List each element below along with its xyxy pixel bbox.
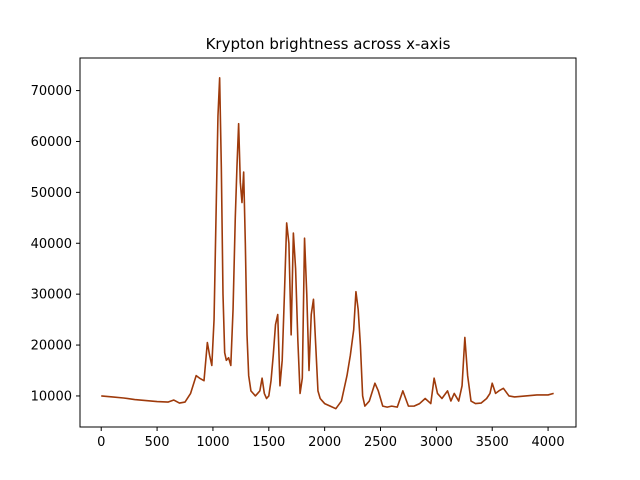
x-tick-label: 3500 xyxy=(476,435,509,450)
x-tick-label: 2500 xyxy=(364,435,397,450)
x-tick-label: 500 xyxy=(145,435,170,450)
x-tick-label: 1500 xyxy=(252,435,285,450)
x-tick-label: 1000 xyxy=(196,435,229,450)
y-tick-label: 50000 xyxy=(31,186,72,201)
y-tick-label: 60000 xyxy=(31,135,72,150)
y-axis: 10000 20000 30000 40000 50000 60000 70000 xyxy=(31,84,80,404)
series-line-0 xyxy=(101,77,554,410)
chart-title: Krypton brightness across x-axis xyxy=(206,35,451,53)
y-tick-label: 70000 xyxy=(31,84,72,99)
y-tick-label: 30000 xyxy=(31,288,72,303)
y-tick-label: 10000 xyxy=(31,389,72,404)
plot-frame xyxy=(79,57,577,428)
plot-area xyxy=(101,77,554,410)
y-tick-label: 20000 xyxy=(31,339,72,354)
x-axis: 0 500 1000 1500 2000 2500 3000 3500 4000 xyxy=(97,427,565,450)
y-tick-label: 40000 xyxy=(31,237,72,252)
x-tick-label: 0 xyxy=(97,435,105,450)
x-tick-label: 4000 xyxy=(532,435,565,450)
x-tick-label: 2000 xyxy=(308,435,341,450)
x-tick-label: 3000 xyxy=(420,435,453,450)
